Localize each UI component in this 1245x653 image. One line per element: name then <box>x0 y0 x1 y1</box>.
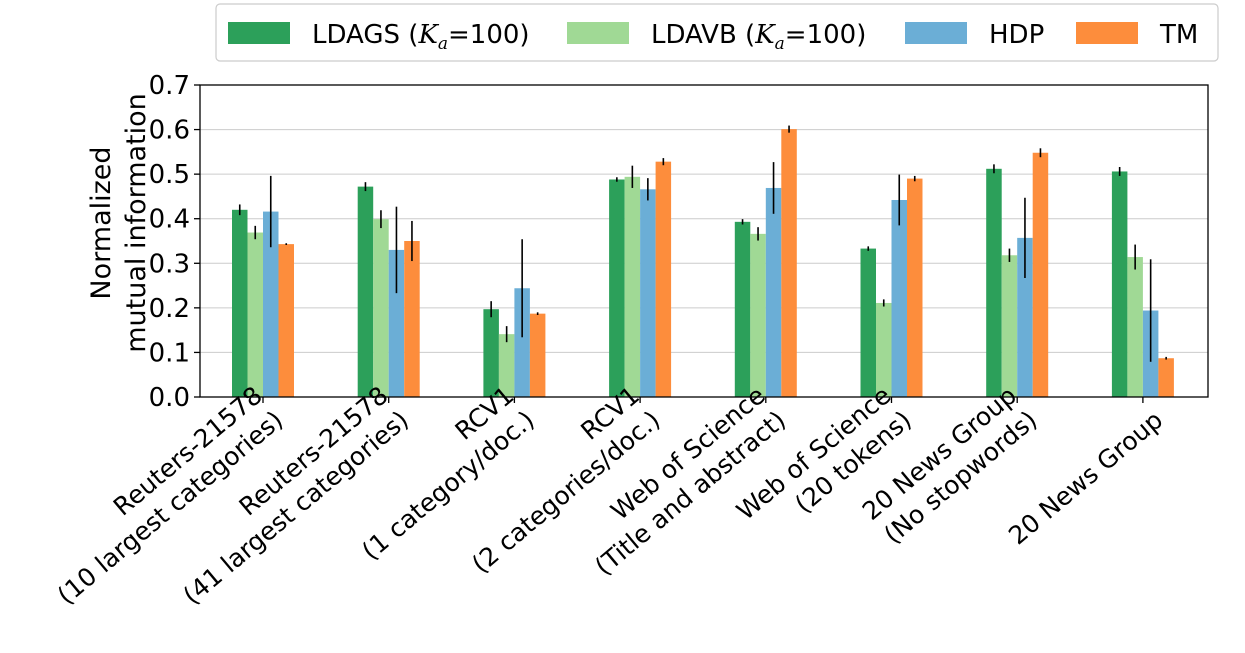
bar-ldags <box>986 168 1002 397</box>
bar-hdp <box>514 288 530 397</box>
legend-swatch <box>1076 22 1138 44</box>
bar-tm <box>529 313 546 397</box>
bars <box>232 129 1174 397</box>
y-tick-label: 0.0 <box>149 383 190 413</box>
y-tick-label: 0.4 <box>149 205 190 235</box>
legend: LDAGS (Ka=100) LDAVB (Ka=100) HDP TM <box>215 3 1219 62</box>
grid-lines <box>200 84 1208 398</box>
plot-frame <box>199 84 1209 398</box>
legend-label: HDP <box>989 20 1044 50</box>
bar-hdp <box>263 211 279 397</box>
legend-frame <box>215 3 1219 62</box>
bar-ldags <box>357 186 374 397</box>
bar-tm <box>404 241 420 397</box>
bar-tm <box>278 244 294 397</box>
bar-tm <box>907 178 923 397</box>
legend-item: HDP <box>905 20 1044 50</box>
bar-hdp <box>765 187 782 397</box>
bar-ldags <box>232 209 248 397</box>
x-axis: Reuters-21578(10 largest categories)Reut… <box>52 381 1168 611</box>
bar-hdp <box>388 249 405 397</box>
y-axis-title-line: mutual information <box>121 93 152 353</box>
legend-label: LDAVB (Ka=100) <box>651 20 866 54</box>
bar-ldavb <box>498 334 515 397</box>
y-axis-title-line: Normalized <box>86 146 117 299</box>
bar-tm <box>655 161 672 397</box>
bar-ldavb <box>1001 255 1018 397</box>
legend-item: LDAGS (Ka=100) <box>228 20 530 54</box>
bar-ldavb <box>624 176 641 397</box>
legend-swatch <box>905 22 967 44</box>
y-tick-label: 0.2 <box>149 294 190 324</box>
legend-swatch <box>567 22 629 44</box>
y-tick-label: 0.7 <box>149 71 190 101</box>
y-tick-label: 0.6 <box>149 116 190 146</box>
legend-item: TM <box>1076 20 1198 50</box>
bar-hdp <box>640 189 656 397</box>
bar-ldags <box>734 221 751 397</box>
bar-ldavb <box>876 302 892 397</box>
bar-tm <box>781 129 797 397</box>
legend-item: LDAVB (Ka=100) <box>567 20 866 54</box>
legend-label: TM <box>1159 20 1198 50</box>
y-axis-label: Normalized mutual information <box>86 93 152 353</box>
bar-ldags <box>609 179 625 397</box>
bar-tm <box>1032 152 1049 397</box>
y-tick-label: 0.5 <box>149 160 190 190</box>
error-bars <box>238 125 1167 362</box>
y-tick-label: 0.3 <box>149 249 190 279</box>
bar-ldavb <box>373 219 389 397</box>
bar-ldags <box>860 248 876 397</box>
bar-ldavb <box>750 233 766 397</box>
bar-hdp <box>1017 237 1033 397</box>
legend-label: LDAGS (Ka=100) <box>312 20 530 54</box>
bar-ldags <box>483 309 499 397</box>
y-tick-label: 0.1 <box>149 338 190 368</box>
bar-ldags <box>1111 171 1128 397</box>
bar-ldavb <box>247 232 263 397</box>
bar-hdp <box>891 199 907 397</box>
bar-ldavb <box>1127 257 1143 397</box>
y-axis: 0.0 0.1 0.2 0.3 0.4 0.5 0.6 0.7 <box>149 71 200 413</box>
bar-tm <box>1158 358 1174 397</box>
legend-swatch <box>228 22 290 44</box>
